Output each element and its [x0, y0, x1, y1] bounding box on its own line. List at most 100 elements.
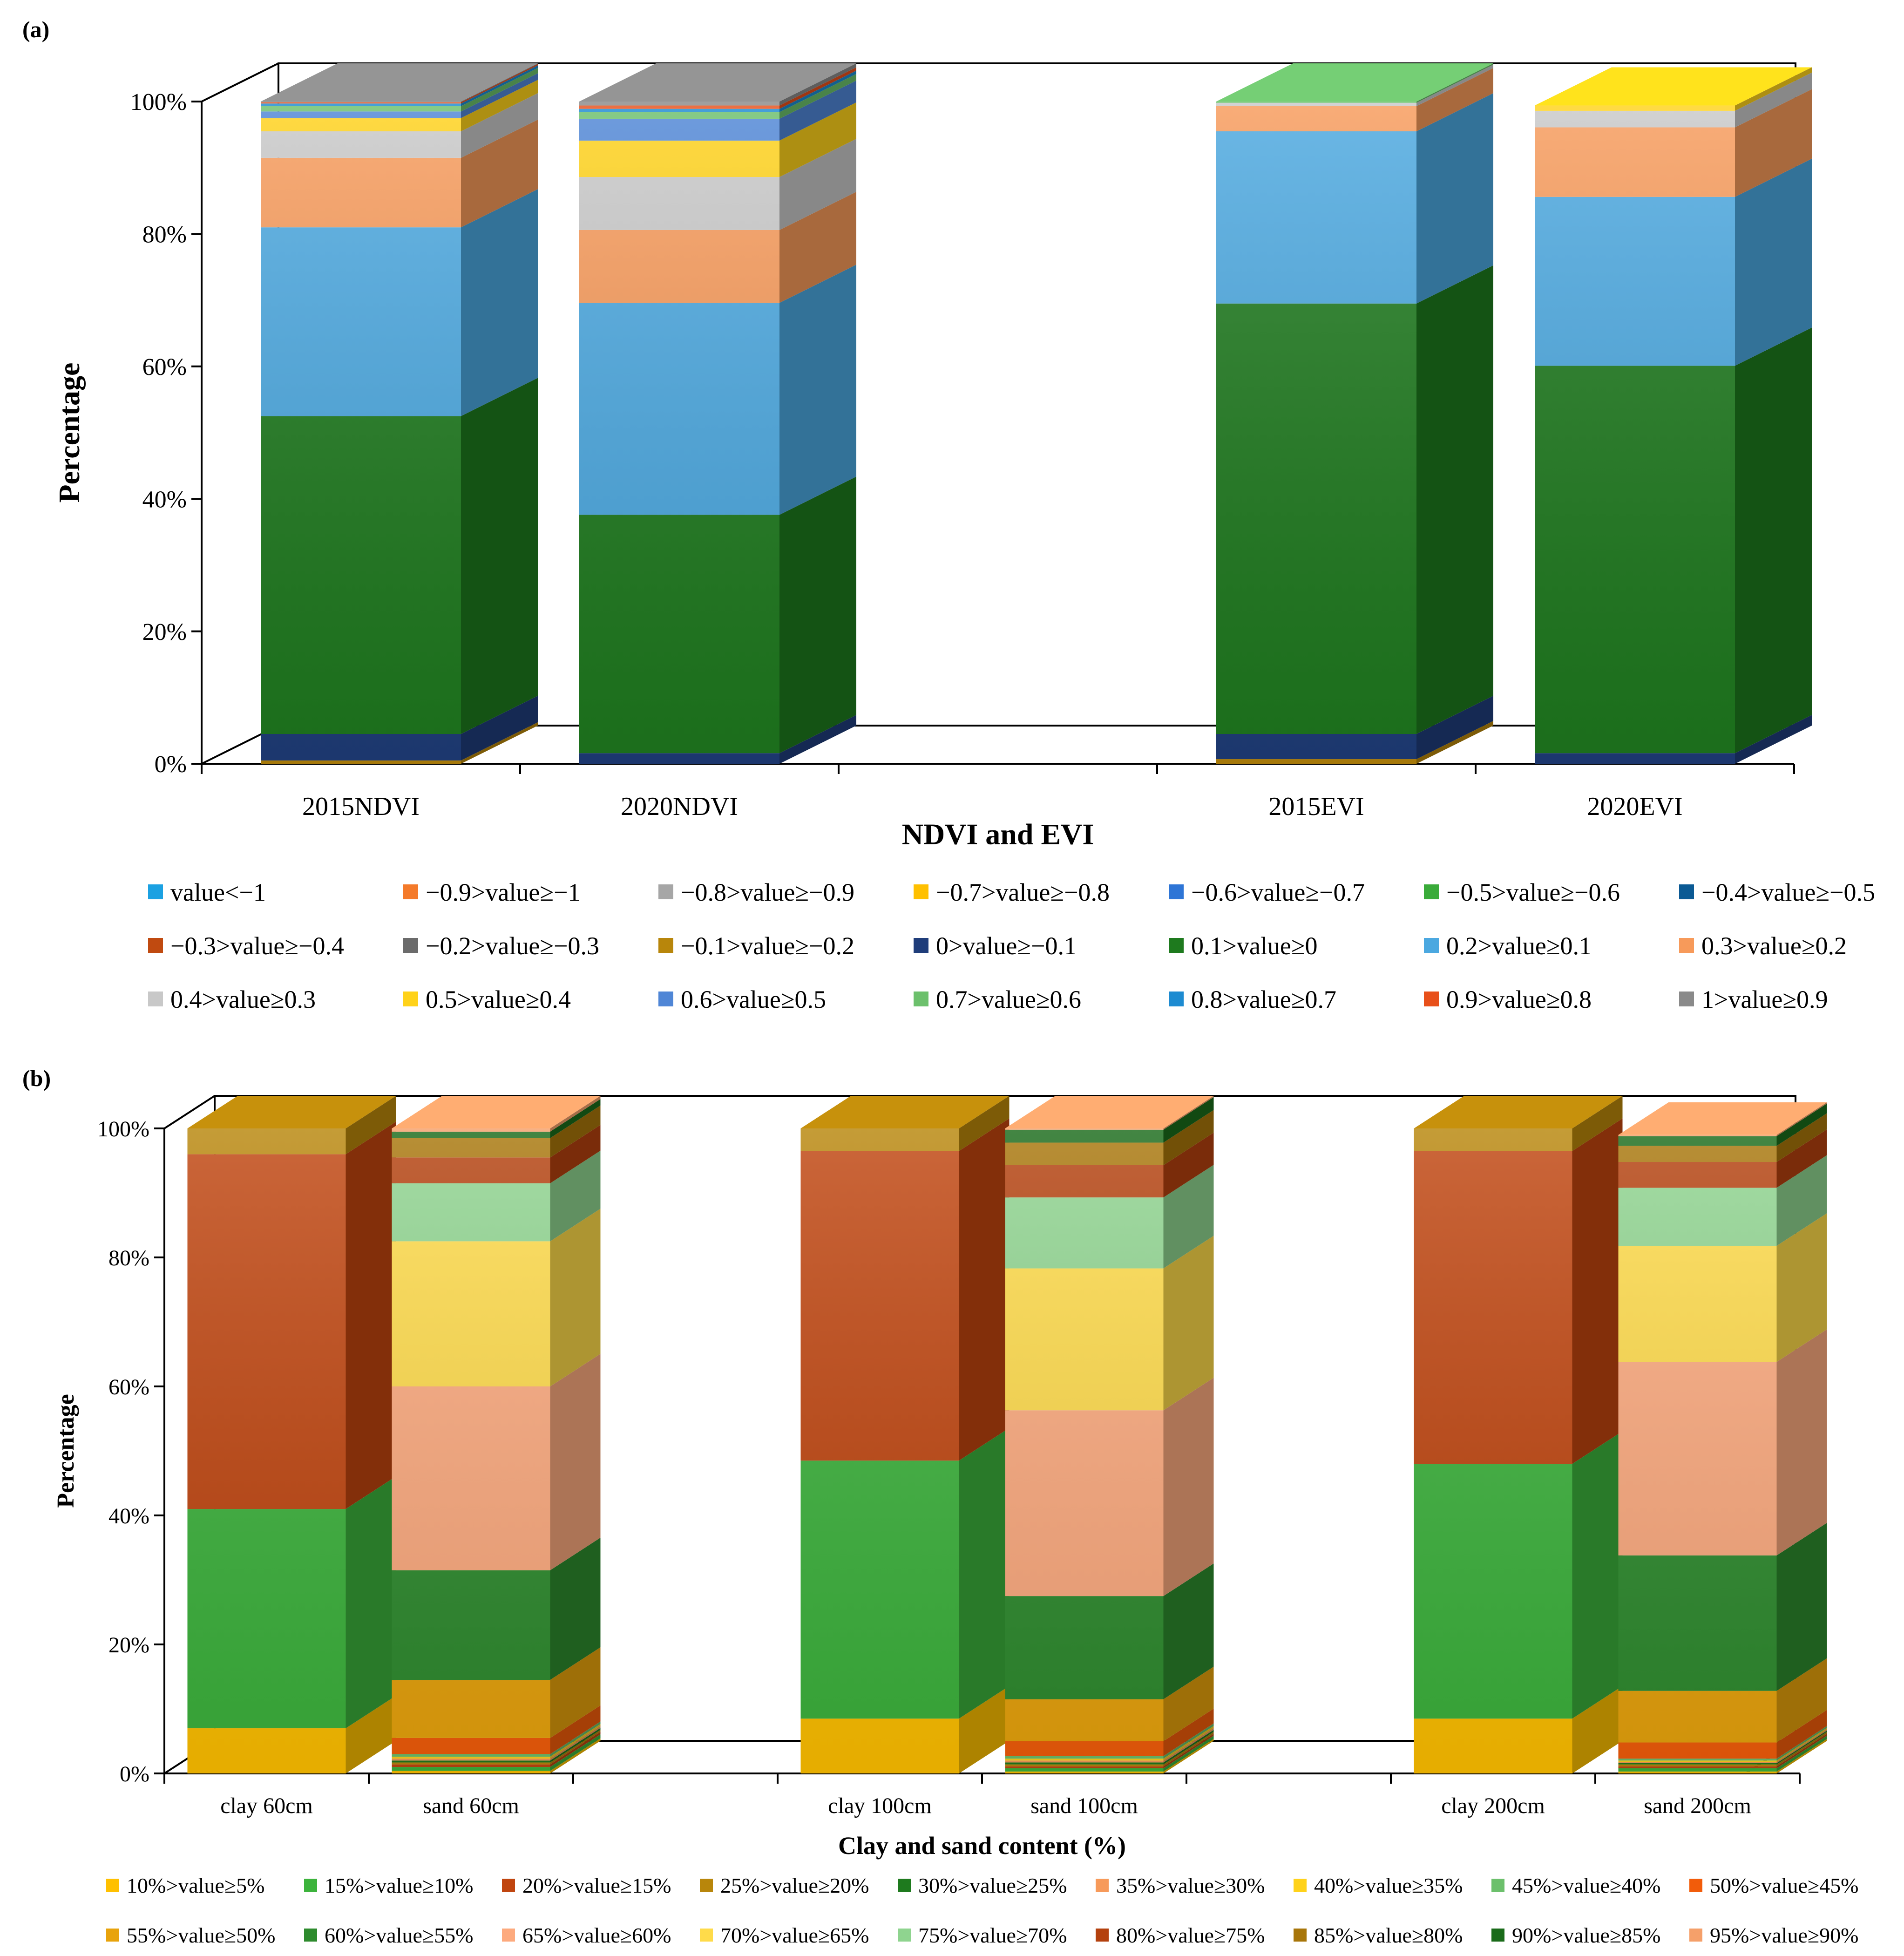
bar-top-b-sand-100cm [1005, 1096, 1214, 1128]
legend-label-a-value-neg1: value<−1 [170, 878, 266, 906]
bar-b-sand-100cm-65pct-valuege60pct-side [1163, 1378, 1214, 1596]
legend-swatch-a-neg0p1-valuegeneg0p2 [658, 938, 673, 953]
bar-b-sand-60cm-10pct-valuege5pct-side [550, 1738, 601, 1773]
legend-swatch-b-75pct-valuege70pct [898, 1929, 911, 1942]
legend-swatch-b-70pct-valuege65pct [700, 1929, 713, 1942]
bar-b-sand-200cm-55pct-valuege50pct-side [1776, 1658, 1827, 1743]
bar-a-2015evi-neg0p1-valuegeneg0p2-side [1416, 721, 1493, 764]
bar-shading-b-sand-60cm [392, 1128, 550, 1773]
bar-a-2020ndvi-0p7-valuege0p6-side [779, 74, 856, 119]
legend-swatch-a-0p2-valuege0p1 [1424, 938, 1439, 953]
legend-label-a-neg0p7-valuegeneg0p8: −0.7>value≥−0.8 [936, 878, 1110, 906]
legend-label-a-0p4-valuege0p3: 0.4>value≥0.3 [170, 985, 316, 1013]
legend-swatch-a-neg0p4-valuegeneg0p5 [1679, 884, 1694, 899]
legend-swatch-b-60pct-valuege55pct [304, 1929, 317, 1942]
legend-swatch-a-0p1-valuege0 [1169, 938, 1184, 953]
bar-b-sand-100cm-85pct-valuege80pct-side [1163, 1110, 1214, 1165]
legend-label-a-0p3-valuege0p2: 0.3>value≥0.2 [1701, 932, 1847, 960]
legend-swatch-b-25pct-valuege20pct [700, 1879, 713, 1892]
legend-label-a-0p5-valuege0p4: 0.5>value≥0.4 [426, 985, 571, 1013]
bar-b-clay-100cm-10pct-valuege5pct-side [959, 1686, 1010, 1773]
legend-label-a-neg0p6-valuegeneg0p7: −0.6>value≥−0.7 [1191, 878, 1365, 906]
legend-swatch-a-neg0p5-valuegeneg0p6 [1424, 884, 1439, 899]
bar-b-sand-60cm-55pct-valuege50pct-side [550, 1647, 601, 1738]
legend-swatch-b-45pct-valuege40pct [1491, 1879, 1504, 1892]
legend-label-b-50pct-valuege45pct: 50%>value≥45% [1710, 1874, 1858, 1897]
bar-b-sand-60cm-95pct-valuege90pct-side [550, 1096, 601, 1132]
legend-label-a-neg0p9-valuegeneg1: −0.9>value≥−1 [426, 878, 580, 906]
legend-label-b-95pct-valuege90pct: 95%>value≥90% [1710, 1923, 1858, 1947]
bar-b-clay-60cm-10pct-valuege5pct-side [346, 1696, 396, 1773]
bar-b-sand-100cm-75pct-valuege70pct-side [1163, 1165, 1214, 1269]
bar-b-sand-200cm-80pct-valuege75pct-side [1776, 1129, 1827, 1188]
bar-a-2020evi-0p4-valuege0p3-side [1735, 72, 1812, 128]
legend-label-b-40pct-valuege35pct: 40%>value≥35% [1314, 1874, 1463, 1897]
bar-b-sand-200cm-70pct-valuege65pct-side [1776, 1213, 1827, 1362]
bar-a-2015evi-0p7-valuege0p6-side [1416, 63, 1493, 103]
bar-a-2015ndvi-0p3-valuege0p2-side [461, 119, 538, 228]
legend-swatch-a-0p6-valuege0p5 [658, 992, 673, 1006]
bar-a-2020evi-0p1-valuege0-side [1735, 327, 1812, 754]
bar-a-2015evi-0-valuegeneg0p1-side [1416, 696, 1493, 760]
category-label-a-2015evi: 2015EVI [1268, 792, 1364, 821]
legend-label-a-0-valuegeneg0p1: 0>value≥−0.1 [936, 932, 1077, 960]
legend-swatch-a-neg0p8-valuegeneg0p9 [658, 884, 673, 899]
bar-b-sand-200cm-20pct-valuege15pct-side [1776, 1733, 1827, 1768]
panel-label-b: (b) [22, 1065, 51, 1091]
category-label-b-sand-200cm: sand 200cm [1644, 1793, 1751, 1818]
bar-a-2015ndvi-0p7-valuege0p6-side [461, 68, 538, 112]
legend-swatch-b-40pct-valuege35pct [1294, 1879, 1307, 1892]
bar-b-sand-100cm-10pct-valuege5pct-side [1163, 1739, 1214, 1773]
category-label-b-sand-100cm: sand 100cm [1030, 1793, 1138, 1818]
bar-b-sand-60cm-50pct-valuege45pct-side [550, 1705, 601, 1754]
bar-b-clay-200cm-25pct-valuege20pct-side [1572, 1096, 1623, 1151]
bar-top-a-2020ndvi [579, 63, 856, 102]
bar-b-sand-60cm-25pct-valuege20pct-side [550, 1730, 601, 1765]
bar-b-sand-100cm-90pct-valuege85pct-side [1163, 1097, 1214, 1143]
legend-swatch-a-neg0p9-valuegeneg1 [403, 884, 418, 899]
y-tick-label-b-2: 40% [108, 1504, 149, 1528]
bar-b-sand-100cm-15pct-valuege10pct-side [1163, 1735, 1214, 1772]
legend-swatch-b-55pct-valuege50pct [106, 1929, 119, 1942]
bar-shading-b-sand-200cm [1618, 1134, 1777, 1773]
category-label-b-clay-200cm: clay 200cm [1441, 1793, 1545, 1818]
bar-b-clay-200cm-10pct-valuege5pct-side [1572, 1686, 1623, 1773]
x-axis-title-b: Clay and sand content (%) [838, 1832, 1126, 1860]
bar-a-2015evi-0p4-valuege0p3-side [1416, 64, 1493, 106]
legend-swatch-a-0p8-valuege0p7 [1169, 992, 1184, 1006]
bar-b-sand-60cm-90pct-valuege85pct-side [550, 1099, 601, 1138]
bar-a-2015ndvi-0p4-valuege0p3-side [461, 93, 538, 158]
legend-label-b-75pct-valuege70pct: 75%>value≥70% [918, 1923, 1067, 1947]
bar-a-2020ndvi-0p5-valuege0p4-side [779, 102, 856, 177]
bar-b-sand-200cm-75pct-valuege70pct-side [1776, 1155, 1827, 1246]
category-label-b-sand-60cm: sand 60cm [423, 1793, 519, 1818]
bar-b-clay-200cm-15pct-valuege10pct-side [1572, 1431, 1623, 1719]
bar-a-2020ndvi-0p6-valuege0p5-side [779, 80, 856, 141]
bar-b-sand-200cm-40pct-valuege35pct-side [1776, 1728, 1827, 1762]
bar-a-2020ndvi-0p9-valuege0p8-side [779, 67, 856, 109]
bar-a-2020ndvi-0p2-valuege0p1-side [779, 265, 856, 515]
legend-swatch-b-10pct-valuege5pct [106, 1879, 119, 1892]
y-tick-label-b-3: 60% [108, 1375, 149, 1399]
y-axis-title-a: Percentage [53, 363, 86, 503]
legend-swatch-b-85pct-valuege80pct [1294, 1929, 1307, 1942]
bar-a-2015ndvi-0-valuegeneg0p1-side [461, 696, 538, 761]
legend-label-a-neg0p1-valuegeneg0p2: −0.1>value≥−0.2 [681, 932, 854, 960]
legend-label-b-20pct-valuege15pct: 20%>value≥15% [522, 1874, 671, 1897]
legend-swatch-b-35pct-valuege30pct [1096, 1879, 1109, 1892]
bar-shading-b-sand-100cm [1005, 1128, 1164, 1773]
category-label-a-2020ndvi: 2020NDVI [621, 792, 738, 821]
legend-label-b-60pct-valuege55pct: 60%>value≥55% [325, 1923, 473, 1947]
panel-a-chart: (a) 0% 20% 40% 60% 80% 100% 2015NDVI 2020NDVI 201… [22, 16, 1875, 1013]
bar-b-sand-60cm-45pct-valuege40pct-side [550, 1721, 601, 1757]
legend-label-b-85pct-valuege80pct: 85%>value≥80% [1314, 1923, 1463, 1947]
category-label-b-clay-60cm: clay 60cm [220, 1793, 313, 1818]
legend-swatch-b-90pct-valuege85pct [1491, 1929, 1504, 1942]
legend-label-b-25pct-valuege20pct: 25%>value≥20% [720, 1874, 869, 1897]
bar-shading-a-2015ndvi [261, 102, 461, 764]
legend-label-b-45pct-valuege40pct: 45%>value≥40% [1512, 1874, 1660, 1897]
legend-label-b-10pct-valuege5pct: 10%>value≥5% [127, 1874, 264, 1897]
bar-b-sand-100cm-95pct-valuege90pct-side [1163, 1096, 1214, 1130]
legend-label-a-neg0p3-valuegeneg0p4: −0.3>value≥−0.4 [170, 932, 344, 960]
legend-swatch-b-65pct-valuege60pct [502, 1929, 515, 1942]
